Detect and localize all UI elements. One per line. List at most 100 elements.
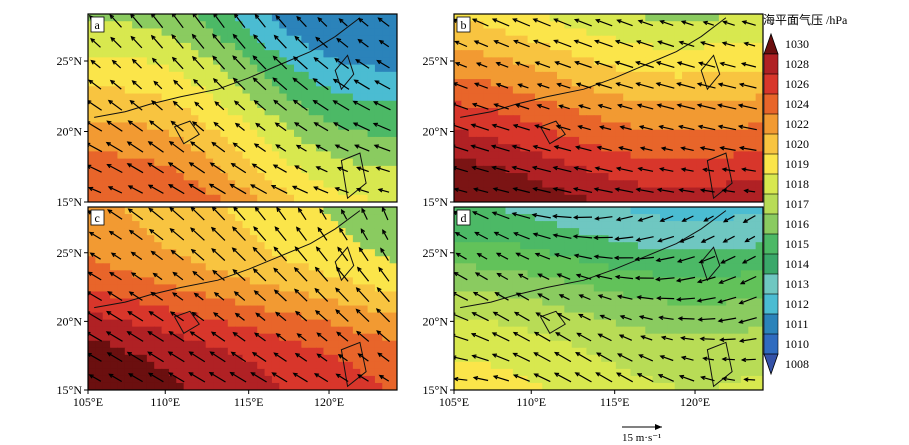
wind-vector	[454, 188, 468, 193]
wind-vector-head	[214, 101, 220, 106]
wind-vector-head	[356, 330, 362, 336]
wind-vector	[637, 40, 654, 48]
x-tick-label: 120°E	[314, 395, 344, 409]
wind-vector	[91, 60, 101, 69]
wind-vector	[315, 37, 328, 49]
luzon-island	[340, 341, 367, 388]
wind-vector	[456, 252, 467, 260]
wind-vector-head	[130, 35, 136, 41]
wind-vector-head	[572, 215, 579, 220]
wind-vector	[89, 231, 102, 240]
wind-vector	[314, 373, 329, 383]
wind-vector	[271, 185, 288, 194]
wind-vector-head	[147, 372, 154, 378]
wind-vector-head	[315, 246, 321, 252]
wind-vector	[595, 216, 613, 220]
colorbar-level-label: 1016	[785, 217, 809, 231]
wind-vector-head	[533, 39, 539, 44]
wind-vector	[677, 61, 695, 68]
wind-vector-head	[619, 315, 625, 320]
wind-vector-head	[355, 58, 361, 64]
wind-vector	[151, 292, 164, 301]
panel-d: d	[453, 206, 764, 391]
wind-vector-head	[659, 20, 665, 25]
wind-vector-head	[455, 252, 461, 258]
wind-vector	[698, 276, 716, 283]
wind-vector	[148, 162, 164, 174]
wind-vector	[454, 166, 468, 173]
wind-vector-head	[552, 165, 558, 171]
wind-vector-head	[148, 207, 154, 213]
wind-vector-head	[717, 124, 724, 130]
wind-vector-head	[681, 217, 687, 222]
wind-vector	[313, 78, 329, 91]
wind-vector	[211, 142, 226, 153]
wind-vector-head	[382, 229, 387, 235]
wind-vector-head	[314, 287, 320, 293]
wind-vector-head	[291, 185, 298, 190]
wind-vector-head	[295, 144, 302, 150]
wind-vector-head	[658, 124, 664, 130]
wind-vector-head	[492, 375, 499, 380]
wind-vector-head	[292, 99, 298, 105]
wind-vector	[472, 18, 489, 27]
wind-vector	[294, 289, 308, 302]
wind-vector	[516, 292, 530, 301]
wind-vector	[494, 40, 510, 48]
wind-vector-head	[700, 375, 706, 381]
wind-vector	[718, 104, 737, 110]
wind-vector-head	[108, 230, 114, 236]
colorbar-swatch	[763, 133, 779, 155]
wind-vector	[739, 317, 757, 324]
wind-vector	[574, 188, 593, 193]
wind-vector	[127, 351, 144, 363]
wind-vector	[255, 312, 266, 321]
wind-vector	[88, 187, 102, 194]
wind-vector-head	[105, 331, 112, 336]
wind-vector	[151, 35, 164, 49]
wind-vector	[358, 353, 369, 362]
wind-vector-head	[533, 331, 540, 337]
wind-vector	[722, 168, 735, 172]
wind-vector	[380, 248, 389, 261]
wind-vector	[745, 235, 756, 243]
wind-vector	[148, 331, 164, 342]
wind-vector-head	[188, 183, 194, 189]
wind-vector-head	[148, 311, 154, 316]
wind-vector-head	[106, 120, 112, 126]
wind-vector-head	[151, 100, 157, 106]
luzon-island	[706, 341, 733, 388]
wind-vector-head	[512, 18, 518, 23]
wind-vector-head	[213, 292, 219, 297]
wind-vector	[212, 270, 225, 281]
wind-vector-head	[737, 124, 744, 130]
wind-vector-head	[377, 352, 383, 358]
wind-vector-head	[313, 122, 319, 127]
wind-vector-head	[153, 80, 159, 86]
wind-vector-head	[515, 292, 521, 297]
wind-vector	[454, 356, 469, 361]
wind-vector-head	[334, 187, 340, 192]
wind-vector	[740, 338, 757, 342]
wind-vector-head	[741, 259, 748, 264]
wind-vector-head	[743, 41, 749, 47]
wind-vector	[454, 378, 468, 381]
wind-vector	[254, 143, 266, 152]
wind-vector-head	[635, 237, 641, 242]
wind-vector-head	[334, 57, 340, 63]
wind-vector	[553, 187, 572, 194]
wind-vector	[533, 145, 551, 152]
wind-vector	[641, 335, 653, 341]
wind-vector	[553, 215, 572, 219]
wind-vector-head	[250, 372, 256, 377]
wind-vector-head	[209, 162, 215, 167]
wind-vector-head	[696, 298, 702, 303]
wind-vector	[595, 167, 613, 173]
wind-vector	[681, 168, 694, 172]
wind-vector	[131, 272, 143, 281]
wind-vector-head	[737, 103, 744, 108]
wind-vector-head	[336, 331, 342, 337]
wind-vector-head	[614, 187, 620, 192]
wind-vector	[555, 61, 571, 69]
wind-vector	[253, 247, 267, 262]
